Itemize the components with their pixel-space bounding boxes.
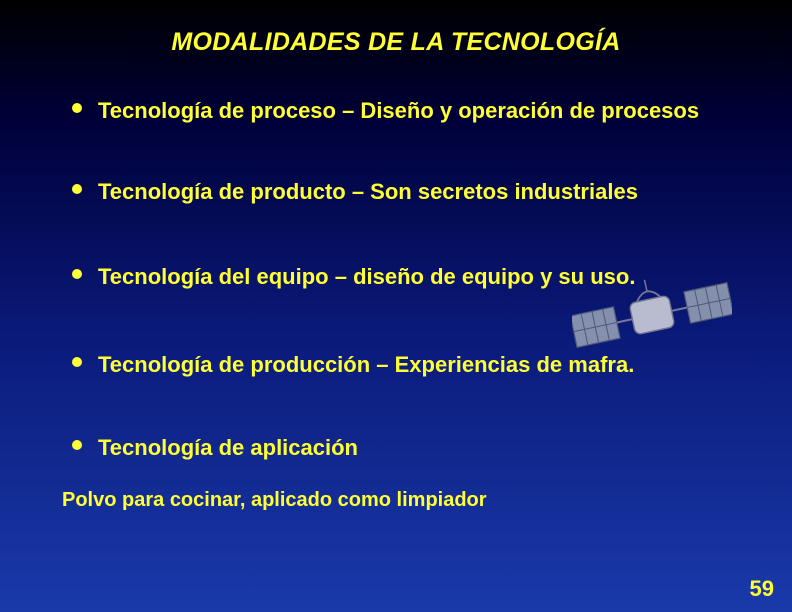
bullet-text: Tecnología de proceso – Diseño y operaci… <box>98 98 699 123</box>
bullet-list: Tecnología de proceso – Diseño y operaci… <box>0 57 792 465</box>
bullet-text: Tecnología de producción – Experiencias … <box>98 352 634 377</box>
slide-title: MODALIDADES DE LA TECNOLOGÍA <box>0 0 792 57</box>
slide: MODALIDADES DE LA TECNOLOGÍA Tecnología … <box>0 0 792 612</box>
satellite-panel-left <box>572 307 620 347</box>
list-item: Tecnología de proceso – Diseño y operaci… <box>64 93 728 128</box>
bullet-text: Tecnología del equipo – diseño de equipo… <box>98 264 635 289</box>
sub-line: Polvo para cocinar, aplicado como limpia… <box>0 489 792 512</box>
bullet-text: Tecnología de producto – Son secretos in… <box>98 179 638 204</box>
satellite-panel-right <box>684 283 732 323</box>
list-item: Tecnología de producto – Son secretos in… <box>64 174 728 209</box>
page-number: 59 <box>750 576 774 602</box>
bullet-text: Tecnología de aplicación <box>98 435 358 460</box>
satellite-icon <box>572 275 732 355</box>
list-item: Tecnología de aplicación <box>64 430 728 465</box>
